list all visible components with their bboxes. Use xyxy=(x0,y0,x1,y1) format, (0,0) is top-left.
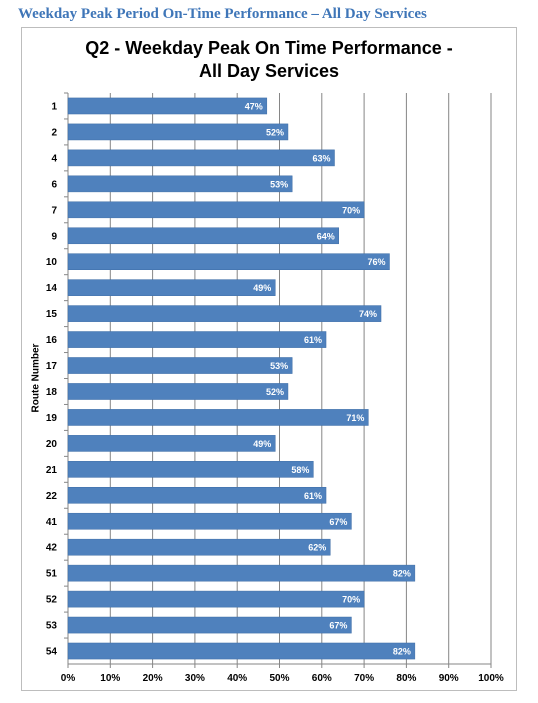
bar xyxy=(67,227,339,245)
data-label: 58% xyxy=(291,465,309,475)
bar xyxy=(67,616,352,634)
bar xyxy=(67,123,289,141)
bar xyxy=(67,331,327,348)
data-label: 52% xyxy=(266,127,284,137)
bar xyxy=(67,383,289,400)
data-label: 49% xyxy=(253,439,271,449)
y-tick-label: 54 xyxy=(46,647,58,658)
bar xyxy=(67,590,365,608)
y-tick-label: 21 xyxy=(46,465,58,476)
y-tick-label: 53 xyxy=(46,621,58,632)
chart-title-line2: All Day Services xyxy=(198,61,340,81)
y-tick-label: 17 xyxy=(46,361,58,372)
x-tick-label: 90% xyxy=(439,673,459,684)
data-label: 61% xyxy=(304,335,322,345)
bar xyxy=(67,149,335,167)
x-tick-label: 70% xyxy=(354,673,374,684)
bar xyxy=(67,279,276,296)
y-tick-label: 19 xyxy=(46,413,58,424)
data-label: 52% xyxy=(266,387,284,397)
x-tick-label: 30% xyxy=(185,673,205,684)
bar xyxy=(67,512,352,530)
y-tick-label: 4 xyxy=(51,153,57,164)
data-label: 71% xyxy=(346,413,364,423)
data-label: 70% xyxy=(342,595,360,605)
y-tick-label: 6 xyxy=(51,179,57,190)
bar xyxy=(67,538,331,556)
y-tick-label: 9 xyxy=(51,231,57,242)
y-tick-label: 22 xyxy=(46,491,58,502)
data-label: 70% xyxy=(342,205,360,215)
x-tick-label: 60% xyxy=(312,673,332,684)
y-tick-label: 15 xyxy=(46,309,58,320)
data-label: 64% xyxy=(317,231,335,241)
y-tick-label: 16 xyxy=(46,335,58,346)
y-tick-label: 20 xyxy=(46,439,58,450)
bar xyxy=(67,486,327,504)
x-tick-label: 100% xyxy=(478,673,504,684)
y-tick-label: 7 xyxy=(51,205,57,216)
bar xyxy=(67,305,382,322)
bar xyxy=(67,97,268,115)
data-label: 74% xyxy=(359,309,377,319)
data-label: 82% xyxy=(393,569,411,579)
bar xyxy=(67,357,293,374)
y-tick-label: 14 xyxy=(46,283,58,294)
data-label: 53% xyxy=(270,361,288,371)
bar xyxy=(67,253,390,271)
y-tick-label: 18 xyxy=(46,387,58,398)
data-label: 76% xyxy=(367,257,385,267)
x-tick-label: 0% xyxy=(61,673,76,684)
data-label: 61% xyxy=(304,491,322,501)
y-axis-label: Route Number xyxy=(30,343,42,413)
bar xyxy=(67,435,276,452)
bar xyxy=(67,642,416,660)
bar xyxy=(67,175,293,193)
data-label: 67% xyxy=(329,621,347,631)
data-label: 49% xyxy=(253,283,271,293)
x-tick-label: 80% xyxy=(396,673,416,684)
chart-title-line1: Q2 - Weekday Peak On Time Performance - xyxy=(85,38,453,58)
y-tick-label: 41 xyxy=(46,517,58,528)
y-tick-label: 51 xyxy=(46,569,58,580)
data-label: 67% xyxy=(329,517,347,527)
page-header-title: Weekday Peak Period On-Time Performance … xyxy=(18,6,427,22)
y-tick-label: 10 xyxy=(46,257,58,268)
y-tick-label: 2 xyxy=(51,127,57,138)
y-tick-label: 52 xyxy=(46,595,58,606)
bar xyxy=(67,201,365,219)
y-tick-label: 42 xyxy=(46,543,58,554)
bar xyxy=(67,409,369,426)
x-tick-label: 20% xyxy=(143,673,163,684)
data-label: 53% xyxy=(270,179,288,189)
x-tick-label: 50% xyxy=(269,673,289,684)
data-label: 82% xyxy=(393,647,411,657)
bar xyxy=(67,564,416,582)
data-label: 47% xyxy=(245,101,263,111)
data-label: 63% xyxy=(312,153,330,163)
x-tick-label: 40% xyxy=(227,673,247,684)
bar xyxy=(67,461,314,478)
y-tick-label: 1 xyxy=(51,101,57,112)
data-label: 62% xyxy=(308,543,326,553)
x-tick-label: 10% xyxy=(100,673,120,684)
